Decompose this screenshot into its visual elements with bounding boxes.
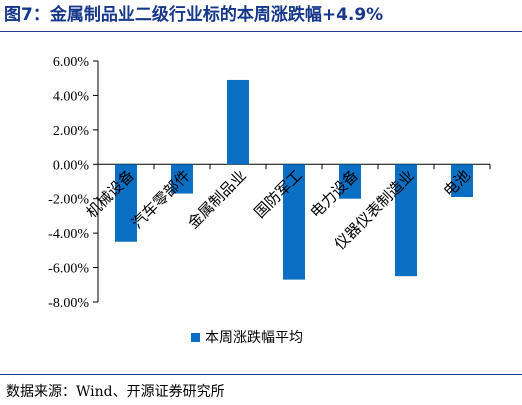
y-tick-label: -4.00% [48, 227, 89, 242]
y-tick-label: 4.00% [53, 89, 90, 104]
source-divider [0, 374, 522, 375]
y-tick-label: -2.00% [48, 193, 89, 208]
legend-label: 本周涨跌幅平均 [205, 330, 303, 346]
bar [227, 79, 249, 165]
bar-chart: 6.00% 4.00% 2.00% 0.00% -2.00% -4.00% -6.00% -8… [48, 55, 491, 346]
category-label: 汽车零部件 [128, 166, 194, 232]
y-tick-label: 6.00% [53, 55, 90, 70]
bars [115, 79, 473, 280]
legend: 本周涨跌幅平均 [191, 330, 303, 346]
source-note: 数据来源：Wind、开源证券研究所 [6, 384, 225, 400]
y-tick-label: -8.00% [48, 296, 89, 311]
y-tick-label: 2.00% [53, 124, 90, 139]
title-divider [0, 31, 522, 32]
figure-title: 图7：金属制品业二级行业标的本周涨跌幅+4.9% [4, 5, 384, 25]
bar [171, 164, 193, 194]
y-tick-label: -6.00% [48, 262, 89, 277]
bar [451, 164, 473, 197]
bar [283, 164, 305, 280]
category-label: 金属制品业 [184, 166, 250, 232]
legend-swatch [191, 333, 200, 342]
bar [339, 164, 361, 199]
y-tick-label: 0.00% [53, 158, 90, 173]
y-axis: 6.00% 4.00% 2.00% 0.00% -2.00% -4.00% -6.00% -8… [48, 55, 99, 311]
bar [115, 164, 137, 242]
bar [395, 164, 417, 277]
